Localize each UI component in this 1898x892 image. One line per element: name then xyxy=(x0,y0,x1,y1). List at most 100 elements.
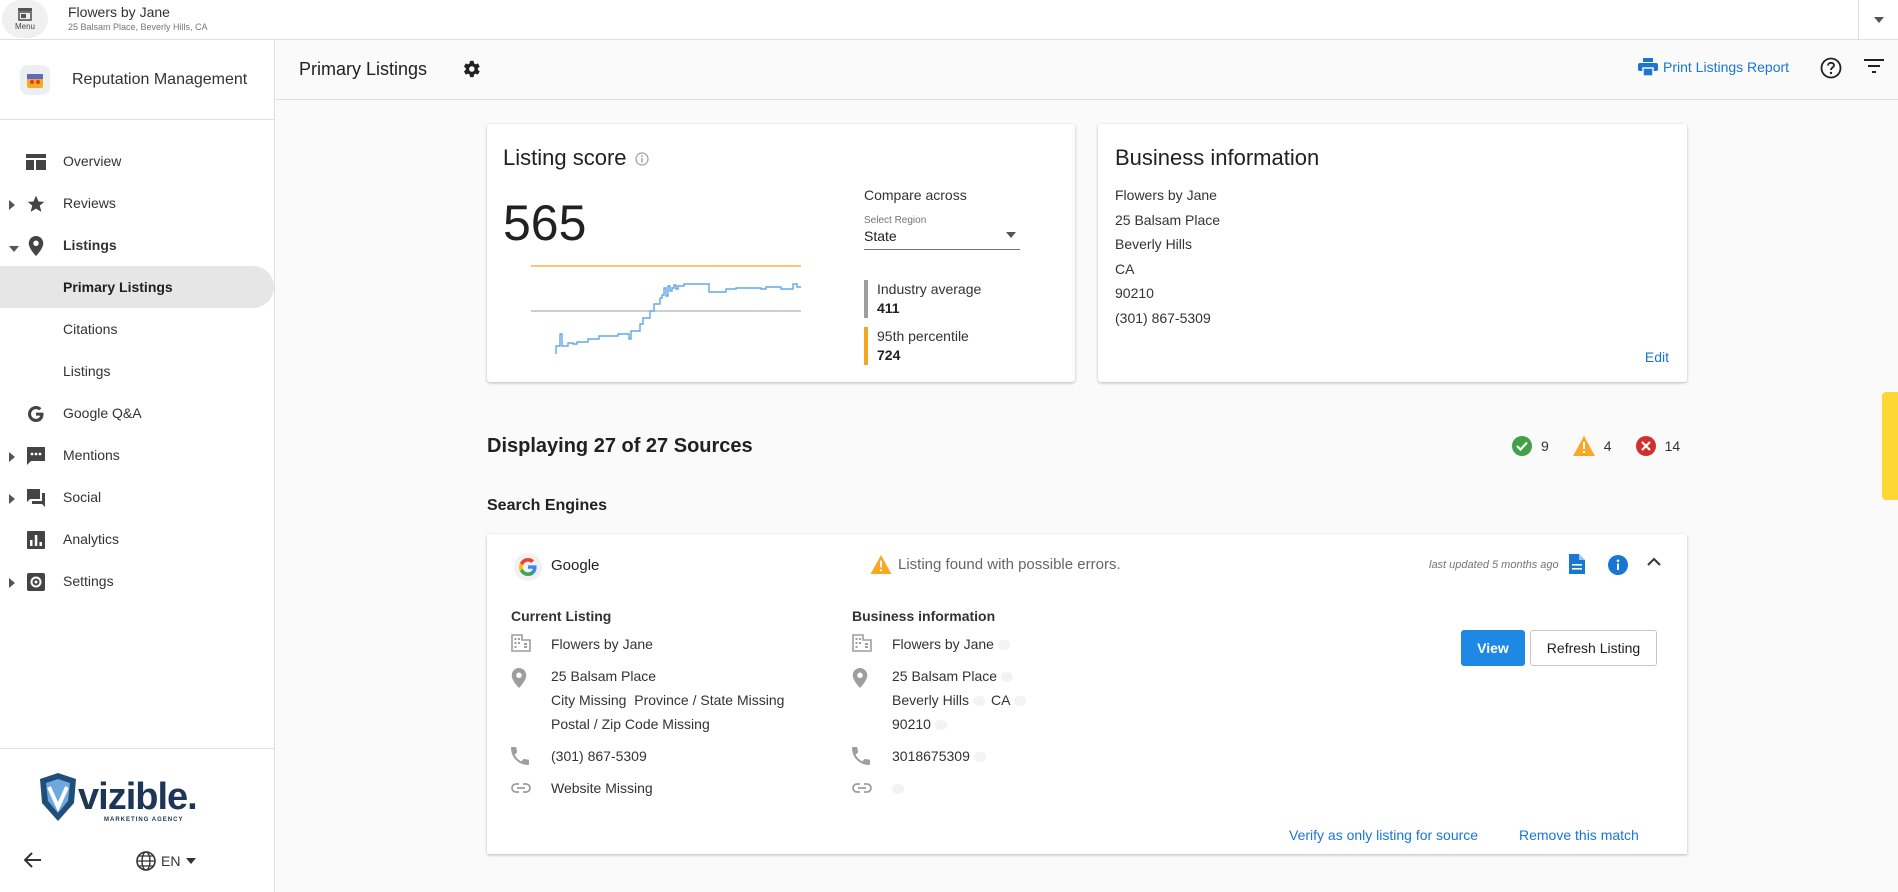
view-listing-button[interactable]: View xyxy=(1461,630,1525,666)
collapse-sidebar-button[interactable] xyxy=(23,852,42,873)
warning-count[interactable]: 4 xyxy=(1572,436,1612,456)
match-indicator xyxy=(892,784,904,795)
match-indicator xyxy=(934,720,947,731)
match-indicator xyxy=(1014,696,1027,707)
sidebar-item-google-qa[interactable]: Google Q&A xyxy=(0,392,274,434)
listing-history-button[interactable] xyxy=(1569,554,1585,579)
google-source-header[interactable]: Google Listing found with possible error… xyxy=(487,534,1687,596)
source-info-button[interactable] xyxy=(1608,555,1628,580)
link-icon xyxy=(852,783,872,793)
sidebar: Reputation Management Overview Reviews L… xyxy=(0,40,275,892)
sidebar-item-social[interactable]: Social xyxy=(0,476,274,518)
sidebar-nav: Overview Reviews Listings Primary Listin… xyxy=(0,120,274,602)
score-history-chart xyxy=(531,265,801,354)
top-bar: Menu Flowers by Jane 25 Balsam Place, Be… xyxy=(0,0,1898,40)
print-listings-report-button[interactable]: Print Listings Report xyxy=(1638,58,1789,76)
business-info-column-title: Business information xyxy=(852,608,996,624)
listing-score-title: Listing score xyxy=(503,145,649,171)
error-count[interactable]: 14 xyxy=(1635,436,1680,456)
error-circle-icon xyxy=(1635,436,1656,456)
globe-icon xyxy=(136,851,156,871)
location-pin-icon xyxy=(25,235,47,257)
sidebar-item-label: Listings xyxy=(63,237,117,253)
source-name: Google xyxy=(551,557,600,574)
language-selector[interactable]: EN xyxy=(136,851,197,871)
sidebar-item-overview[interactable]: Overview xyxy=(0,140,274,182)
expand-down-icon[interactable] xyxy=(9,239,19,255)
sidebar-item-label: Analytics xyxy=(63,531,120,547)
collapse-source-button[interactable] xyxy=(1647,554,1661,572)
account-dropdown[interactable] xyxy=(1858,0,1898,40)
google-g-icon xyxy=(25,403,47,425)
sidebar-footer: vizible. MARKETING AGENCY EN xyxy=(0,748,275,892)
settings-button[interactable] xyxy=(460,58,482,85)
sidebar-item-reviews[interactable]: Reviews xyxy=(0,182,274,224)
filter-list-icon xyxy=(1864,59,1884,73)
current-name: Flowers by Jane xyxy=(551,636,653,652)
industry-average-label: Industry average xyxy=(877,281,982,297)
page-header: Primary Listings Print Listings Report xyxy=(276,40,1898,100)
feedback-side-tab[interactable] xyxy=(1882,392,1898,500)
sidebar-item-label: Mentions xyxy=(63,447,120,463)
ok-count[interactable]: 9 xyxy=(1512,436,1549,456)
industry-average-swatch xyxy=(864,280,868,318)
sidebar-item-mentions[interactable]: Mentions xyxy=(0,434,274,476)
business-phone-value: 3018675309 xyxy=(892,744,986,768)
info-outline-icon[interactable] xyxy=(634,152,649,166)
warning-icon xyxy=(1572,436,1595,456)
page-title: Primary Listings xyxy=(299,59,428,79)
sidebar-item-primary-listings[interactable]: Primary Listings xyxy=(0,266,274,308)
current-phone: (301) 867-5309 xyxy=(551,748,647,764)
sidebar-item-citations[interactable]: Citations xyxy=(0,308,274,350)
industry-average-value: 411 xyxy=(877,300,900,316)
listing-score-card: Listing score 565 Compare across Select … xyxy=(487,124,1075,382)
expand-right-icon[interactable] xyxy=(9,197,15,213)
expand-right-icon[interactable] xyxy=(9,575,15,591)
google-source-card: Google Listing found with possible error… xyxy=(487,534,1687,854)
business-information-title: Business information xyxy=(1115,145,1320,170)
region-select[interactable]: State xyxy=(864,228,1020,250)
business-phone-text: 3018675309 xyxy=(892,748,970,764)
app-title: Reputation Management xyxy=(72,70,248,88)
building-icon xyxy=(511,634,531,652)
business-info-city: Beverly Hills xyxy=(1115,236,1193,253)
business-name-value: Flowers by Jane xyxy=(892,632,1010,656)
menu-button[interactable]: Menu xyxy=(2,0,48,38)
business-zip-value: 90210 xyxy=(892,712,947,736)
sidebar-item-settings[interactable]: Settings xyxy=(0,560,274,602)
help-button[interactable] xyxy=(1820,57,1842,84)
remove-match-link[interactable]: Remove this match xyxy=(1519,827,1639,843)
sidebar-item-analytics[interactable]: Analytics xyxy=(0,518,274,560)
expand-right-icon[interactable] xyxy=(9,449,15,465)
business-info-phone: (301) 867-5309 xyxy=(1115,309,1211,326)
select-region-label: Select Region xyxy=(864,215,927,226)
phone-icon xyxy=(511,747,529,765)
sidebar-item-label: Google Q&A xyxy=(63,405,142,421)
forum-icon xyxy=(25,487,47,509)
vizible-tagline: MARKETING AGENCY xyxy=(104,817,183,823)
print-label: Print Listings Report xyxy=(1663,59,1790,75)
refresh-listing-button[interactable]: Refresh Listing xyxy=(1530,630,1657,666)
sidebar-item-listings[interactable]: Listings xyxy=(0,224,274,266)
business-name[interactable]: Flowers by Jane xyxy=(68,4,170,20)
app-header: Reputation Management xyxy=(0,40,274,120)
analytics-icon xyxy=(25,529,47,551)
location-pin-icon xyxy=(511,668,527,688)
business-name-text: Flowers by Jane xyxy=(892,636,994,652)
match-indicator xyxy=(973,752,986,763)
menu-label: Menu xyxy=(14,22,35,31)
business-state-text: CA xyxy=(991,692,1011,708)
filter-button[interactable] xyxy=(1864,59,1884,78)
sidebar-item-listings-sub[interactable]: Listings xyxy=(0,350,274,392)
printer-icon xyxy=(1638,58,1658,76)
business-info-zip: 90210 xyxy=(1115,285,1154,302)
edit-business-info-link[interactable]: Edit xyxy=(1644,349,1669,365)
business-website-value xyxy=(892,776,904,800)
sidebar-item-label: Citations xyxy=(63,321,118,337)
verify-only-listing-link[interactable]: Verify as only listing for source xyxy=(1289,827,1479,843)
region-select-value: State xyxy=(864,228,897,244)
expand-right-icon[interactable] xyxy=(9,491,15,507)
current-website: Website Missing xyxy=(551,780,653,796)
warning-count-value: 4 xyxy=(1603,438,1612,454)
match-indicator xyxy=(1001,672,1014,683)
